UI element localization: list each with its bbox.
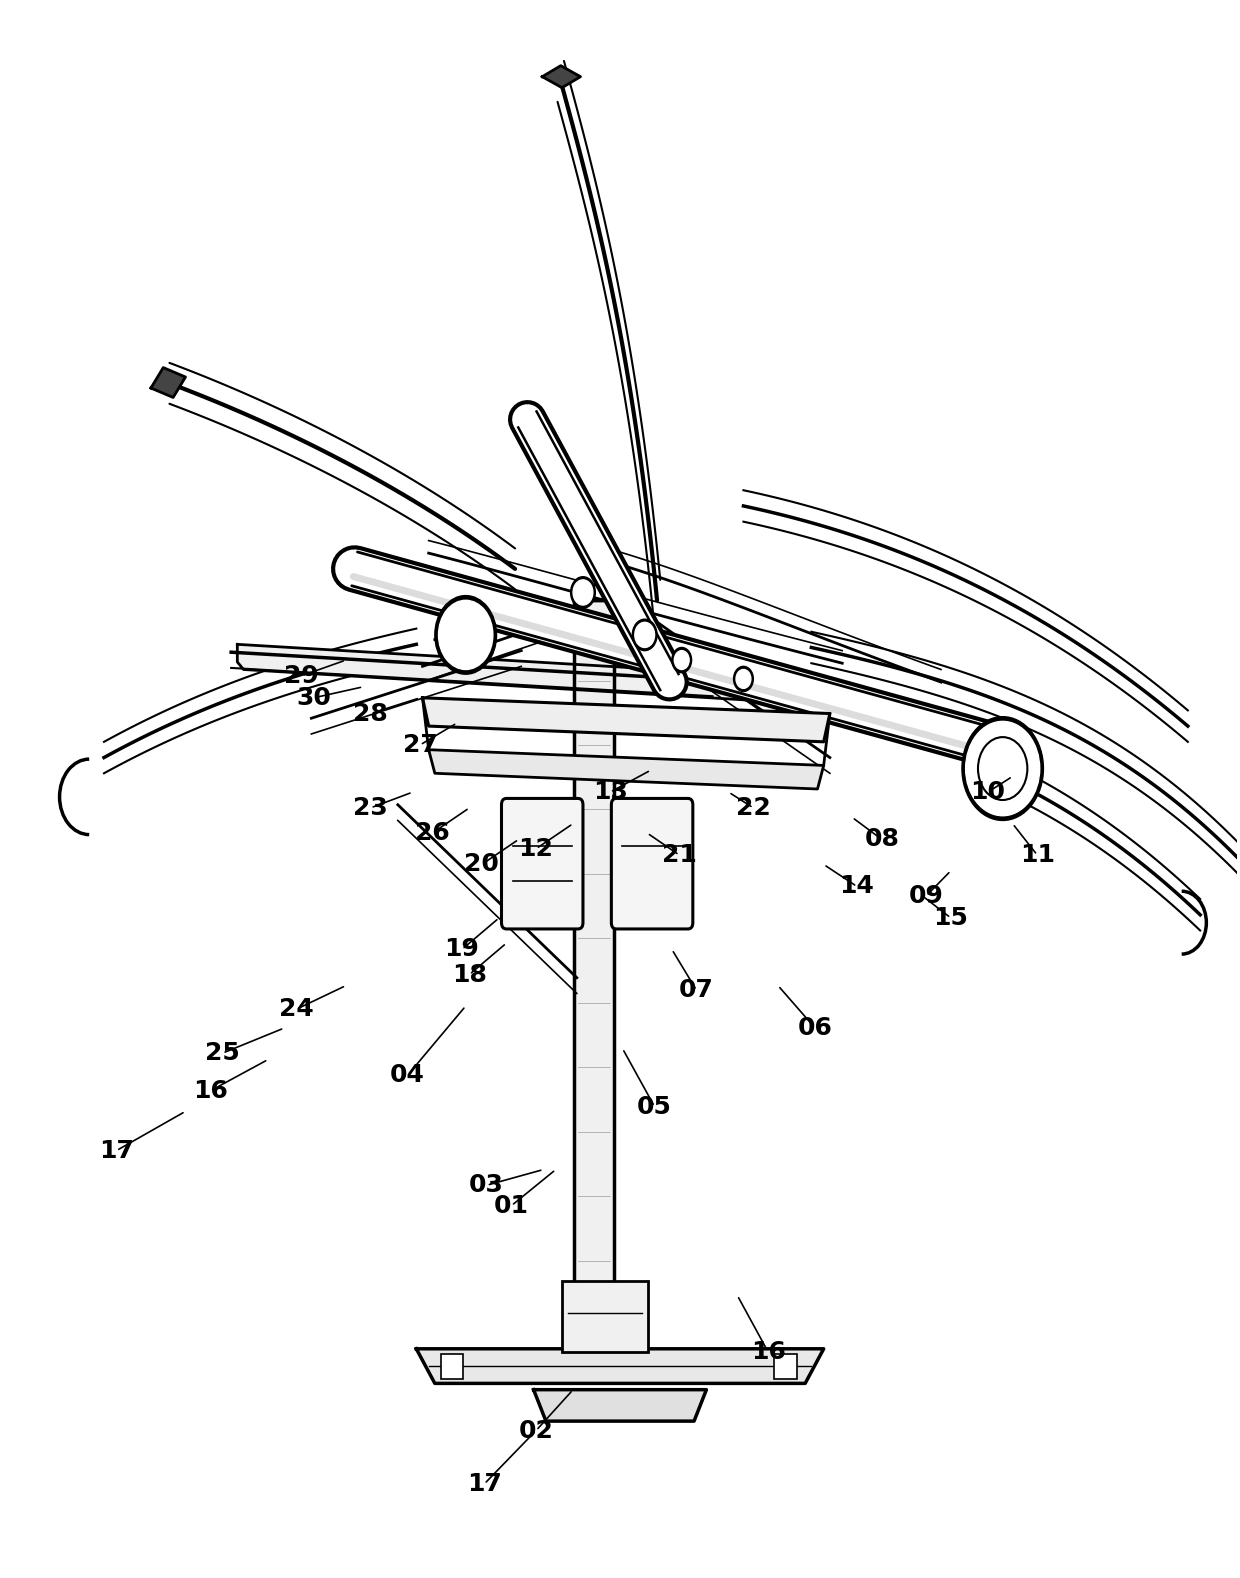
Text: 14: 14 <box>839 874 874 898</box>
Circle shape <box>439 600 492 669</box>
Bar <box>562 1281 649 1352</box>
Circle shape <box>435 595 496 674</box>
Text: 04: 04 <box>391 1064 425 1087</box>
Text: 23: 23 <box>353 795 388 821</box>
Polygon shape <box>533 1390 707 1422</box>
Circle shape <box>635 622 655 647</box>
Text: 07: 07 <box>680 978 714 1002</box>
Text: 08: 08 <box>864 827 899 851</box>
Text: 27: 27 <box>403 732 438 757</box>
Text: 06: 06 <box>797 1016 832 1040</box>
Text: 18: 18 <box>451 963 487 986</box>
Circle shape <box>734 666 754 691</box>
Text: 25: 25 <box>205 1041 239 1065</box>
Polygon shape <box>417 1349 823 1384</box>
Text: 10: 10 <box>971 780 1006 805</box>
Text: 13: 13 <box>593 780 627 805</box>
Text: 24: 24 <box>279 997 314 1021</box>
Text: 22: 22 <box>737 795 771 821</box>
Text: 26: 26 <box>415 821 450 846</box>
Text: 20: 20 <box>464 852 500 876</box>
FancyBboxPatch shape <box>501 798 583 929</box>
Text: 19: 19 <box>445 937 480 961</box>
Text: 12: 12 <box>518 836 553 860</box>
Polygon shape <box>429 750 823 789</box>
Polygon shape <box>423 697 830 742</box>
Circle shape <box>672 647 692 672</box>
Circle shape <box>737 669 751 688</box>
FancyBboxPatch shape <box>611 798 693 929</box>
Text: 09: 09 <box>909 884 944 907</box>
Text: 21: 21 <box>662 843 697 866</box>
Circle shape <box>570 576 595 608</box>
Text: 17: 17 <box>99 1139 134 1163</box>
Text: 16: 16 <box>750 1340 786 1363</box>
Circle shape <box>632 619 657 650</box>
Text: 15: 15 <box>934 906 968 929</box>
Text: 02: 02 <box>518 1419 553 1442</box>
Circle shape <box>675 650 689 669</box>
Polygon shape <box>542 66 580 88</box>
Bar <box>774 1354 796 1379</box>
Text: 16: 16 <box>192 1079 228 1103</box>
Text: 03: 03 <box>469 1174 505 1198</box>
Text: 01: 01 <box>494 1193 529 1218</box>
Text: 30: 30 <box>296 686 331 710</box>
Circle shape <box>962 716 1043 821</box>
Polygon shape <box>237 644 768 701</box>
Text: 17: 17 <box>466 1472 502 1496</box>
Polygon shape <box>574 600 614 1349</box>
Circle shape <box>966 721 1039 816</box>
Text: 05: 05 <box>637 1095 672 1119</box>
Text: 28: 28 <box>353 702 388 726</box>
Text: 29: 29 <box>284 664 319 688</box>
Bar <box>441 1354 464 1379</box>
Polygon shape <box>151 368 186 398</box>
Circle shape <box>573 579 593 604</box>
Text: 11: 11 <box>1019 843 1055 866</box>
